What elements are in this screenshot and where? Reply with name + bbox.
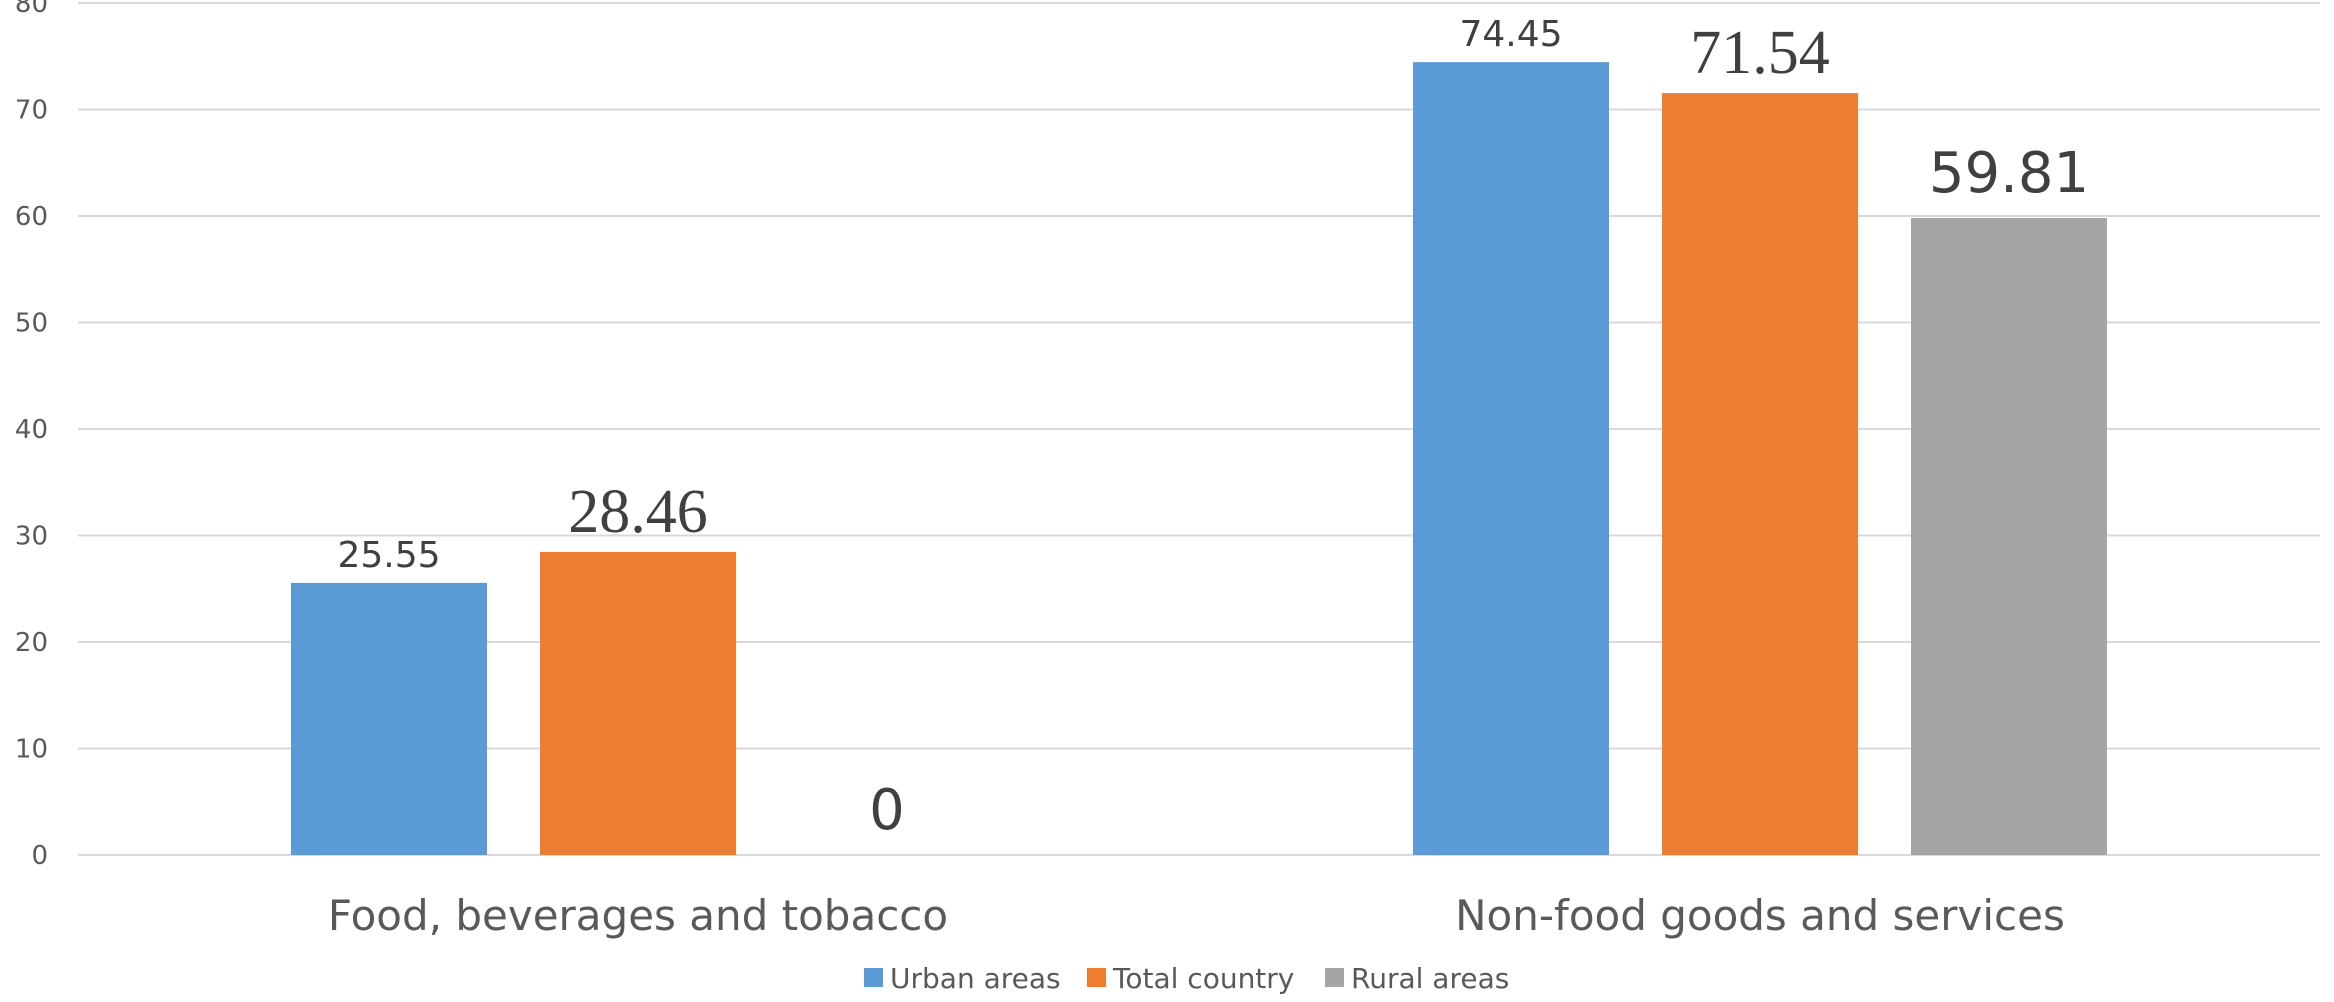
legend-swatch xyxy=(1087,968,1106,987)
legend-entry: Total country xyxy=(1112,962,1294,995)
y-tick-label: 80 xyxy=(15,0,48,19)
bar-rural-areas xyxy=(1911,218,2107,855)
bar-urban-areas xyxy=(1413,62,1609,856)
y-tick-label: 70 xyxy=(15,96,48,126)
legend: Urban areas Total country Rural areas xyxy=(864,962,1509,995)
y-tick-label: 30 xyxy=(15,522,48,552)
data-label: 28.46 xyxy=(568,478,708,546)
bars xyxy=(291,62,2107,856)
y-tick-label: 40 xyxy=(15,415,48,445)
category-label: Non-food goods and services xyxy=(1455,891,2065,940)
data-label: 74.45 xyxy=(1459,14,1562,55)
bar-total-country xyxy=(1662,93,1858,855)
legend-entry: Urban areas xyxy=(890,962,1061,995)
bar-total-country xyxy=(540,551,736,855)
y-axis-tick-labels: 0 10 20 30 40 50 60 70 80 xyxy=(15,0,48,871)
category-labels: Food, beverages and tobacco Non-food good… xyxy=(328,891,2065,940)
data-label: 0 xyxy=(869,778,905,843)
category-label: Food, beverages and tobacco xyxy=(328,891,948,940)
legend-swatch xyxy=(864,968,883,987)
y-tick-label: 10 xyxy=(15,735,48,765)
y-tick-label: 20 xyxy=(15,628,48,658)
y-tick-label: 50 xyxy=(15,309,48,339)
data-label: 71.54 xyxy=(1690,19,1830,87)
legend-swatch xyxy=(1325,968,1344,987)
data-label: 25.55 xyxy=(337,535,440,576)
bar-urban-areas xyxy=(291,582,487,855)
data-labels: 25.55 74.45 28.46 71.54 0 59.81 xyxy=(337,14,2089,843)
legend-entry: Rural areas xyxy=(1351,962,1509,995)
data-label: 59.81 xyxy=(1929,141,2089,206)
y-tick-label: 60 xyxy=(15,202,48,232)
y-tick-label: 0 xyxy=(31,841,48,871)
